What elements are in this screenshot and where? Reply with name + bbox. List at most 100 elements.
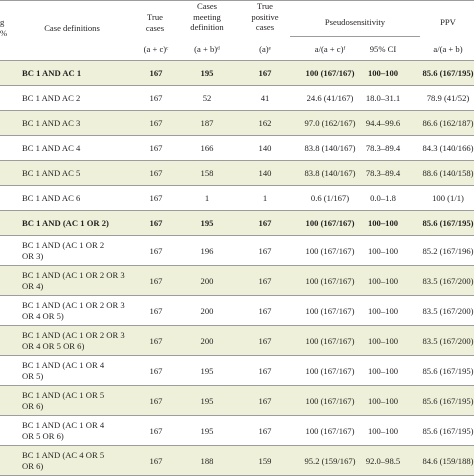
ppv-cell: 84.3 (140/166)	[422, 143, 474, 153]
sub-true-cases: (a + c)ᶜ	[143, 44, 169, 54]
pseudosensitivity-cell: 100 (167/167)	[305, 336, 355, 346]
true-positive-header: True positive cases	[251, 1, 279, 32]
ppv-cell: 85.6 (167/195)	[422, 396, 474, 406]
case-definition-line: OR 4 OR 5 OR 6)	[22, 341, 85, 351]
pseudosensitivity-cell: 100 (167/167)	[305, 306, 355, 316]
cases-meeting-cell: 52	[202, 93, 212, 103]
table-row: BC 1 AND (AC 1 OR 2 OR 3 OR 4) 167 200 167 10…	[0, 266, 474, 295]
true-cases-cell: 167	[149, 456, 163, 466]
confidence-interval-cell: 100–100	[367, 426, 399, 436]
ppv-cell: 83.5 (167/200)	[422, 306, 474, 316]
true-cases-cell: 167	[149, 396, 163, 406]
sub-ppv-value: a/(a + b)	[433, 44, 463, 54]
sub-pseudosensitivity-value: a/(a + c)ᶠ	[314, 44, 346, 54]
cases-meeting-header: Cases meeting definition	[190, 1, 224, 32]
confidence-interval-cell: 100–100	[367, 396, 399, 406]
pseudosensitivity-cell: 100 (167/167)	[305, 366, 355, 376]
cases-meeting-cell: 158	[200, 168, 214, 178]
true-positive-cell: 167	[258, 306, 272, 316]
ppv-cell: 83.5 (167/200)	[422, 336, 474, 346]
cases-meeting-cell: 188	[200, 456, 214, 466]
true-positive-cell: 167	[258, 336, 272, 346]
pseudosensitivity-cell: 95.2 (159/167)	[304, 456, 356, 466]
case-definition-line: OR 4 OR 5)	[22, 311, 64, 321]
ppv-cell: 85.6 (167/195)	[422, 68, 474, 78]
row-divider	[0, 295, 474, 296]
true-cases-cell: 167	[149, 93, 163, 103]
ppv-cell: 83.5 (167/200)	[422, 276, 474, 286]
true-cases-cell: 167	[149, 143, 163, 153]
table-top-rule	[0, 0, 474, 1]
row-divider	[0, 135, 474, 136]
ppv-cell: 85.6 (167/195)	[422, 218, 474, 228]
pseudosensitivity-cell: 100 (167/167)	[305, 426, 355, 436]
case-definition-line: BC 1 AND AC 6	[22, 193, 81, 203]
case-definition-cell: BC 1 AND (AC 1 OR 2 OR 3 OR 4 OR 5)	[22, 300, 125, 322]
table-row: BC 1 AND AC 3 167 187 162 97.0 (162/167) 94.4…	[0, 111, 474, 135]
confidence-interval-cell: 100–100	[367, 306, 399, 316]
true-cases-cell: 167	[149, 306, 163, 316]
true-positive-cell: 167	[258, 276, 272, 286]
cases-meeting-cell: 200	[200, 336, 214, 346]
pseudosensitivity-cell: 100 (167/167)	[305, 68, 355, 78]
case-definition-line: OR 4)	[22, 281, 44, 291]
cases-meeting-cell: 200	[200, 306, 214, 316]
ppv-cell: 100 (1/1)	[432, 193, 464, 203]
case-definition-line: OR 6)	[22, 401, 44, 411]
table-row: BC 1 AND AC 5 167 158 140 83.8 (140/167) 78.3…	[0, 161, 474, 185]
case-definition-line: OR 5)	[22, 371, 44, 381]
true-positive-cell: 167	[258, 426, 272, 436]
case-definition-cell: BC 1 AND (AC 1 OR 2)	[22, 218, 109, 229]
true-positive-cell: 140	[258, 143, 272, 153]
table-row: BC 1 AND (AC 1 OR 2 OR 3 OR 4 OR 5 OR 6) 1…	[0, 326, 474, 355]
case-definitions-header: Case definitions	[44, 23, 100, 33]
true-cases-cell: 167	[149, 68, 163, 78]
case-definition-line: BC 1 AND AC 1	[22, 68, 82, 78]
table-row: BC 1 AND (AC 1 OR 2 OR 3 OR 4 OR 5) 167 200…	[0, 296, 474, 325]
table-row: BC 1 AND AC 2 167 52 41 24.6 (41/167) 18.0–31…	[0, 86, 474, 110]
true-positive-cell: 159	[258, 456, 272, 466]
sub-cases-meeting: (a + b)ᵈ	[194, 44, 220, 54]
row-divider	[0, 325, 474, 326]
true-cases-cell: 167	[149, 276, 163, 286]
confidence-interval-cell: 100–100	[367, 366, 399, 376]
ppv-cell: 86.6 (162/187)	[422, 118, 474, 128]
confidence-interval-cell: 94.4–99.6	[365, 118, 401, 128]
row-divider	[0, 415, 474, 416]
confidence-interval-cell: 100–100	[367, 336, 399, 346]
case-definition-line: BC 1 AND (AC 1 OR 2)	[22, 218, 109, 228]
case-definition-line: BC 1 AND (AC 4 OR 5	[22, 450, 105, 460]
cases-meeting-cell: 195	[200, 366, 214, 376]
confidence-interval-cell: 100–100	[367, 68, 399, 78]
true-positive-cell: 41	[260, 93, 270, 103]
cases-meeting-cell: 195	[200, 426, 214, 436]
row-divider	[0, 110, 474, 111]
table-row: BC 1 AND (AC 1 OR 5 OR 6) 167 195 167 100 (16…	[0, 386, 474, 415]
table-row: BC 1 AND (AC 1 OR 4 OR 5 OR 6) 167 195 167 10…	[0, 416, 474, 445]
true-cases-cell: 167	[149, 218, 163, 228]
table-row: BC 1 AND (AC 1 OR 2 OR 3) 167 196 167 100 (16…	[0, 236, 474, 265]
cases-meeting-cell: 195	[200, 218, 214, 228]
sub-confidence-interval: 95% CI	[369, 44, 397, 54]
ppv-cell: 85.6 (167/195)	[422, 366, 474, 376]
case-definition-line: BC 1 AND (AC 1 OR 2 OR 3	[22, 270, 125, 280]
pseudosensitivity-cell: 97.0 (162/167)	[304, 118, 356, 128]
sub-true-positive: (a)ᵉ	[259, 44, 271, 54]
case-definition-line: OR 6)	[22, 461, 44, 471]
cases-meeting-cell: 166	[200, 143, 214, 153]
case-definition-cell: BC 1 AND (AC 1 OR 2 OR 3 OR 4 OR 5 OR 6)	[22, 330, 125, 352]
true-positive-cell: 167	[258, 246, 272, 256]
case-definition-line: BC 1 AND (AC 1 OR 2	[22, 240, 105, 250]
case-definition-line: BC 1 AND (AC 1 OR 4	[22, 360, 105, 370]
case-definition-cell: BC 1 AND AC 5	[22, 168, 80, 179]
table-row: BC 1 AND (AC 1 OR 2) 167 195 167 100 (167/16…	[0, 211, 474, 235]
row-divider	[0, 185, 474, 186]
row-divider	[0, 265, 474, 266]
confidence-interval-cell: 92.0–98.5	[365, 456, 401, 466]
ppv-cell: 85.2 (167/196)	[422, 246, 474, 256]
true-cases-cell: 167	[149, 426, 163, 436]
case-definition-cell: BC 1 AND AC 2	[22, 93, 80, 104]
confidence-interval-cell: 100–100	[367, 276, 399, 286]
case-definition-cell: BC 1 AND (AC 1 OR 2 OR 3)	[22, 240, 104, 262]
